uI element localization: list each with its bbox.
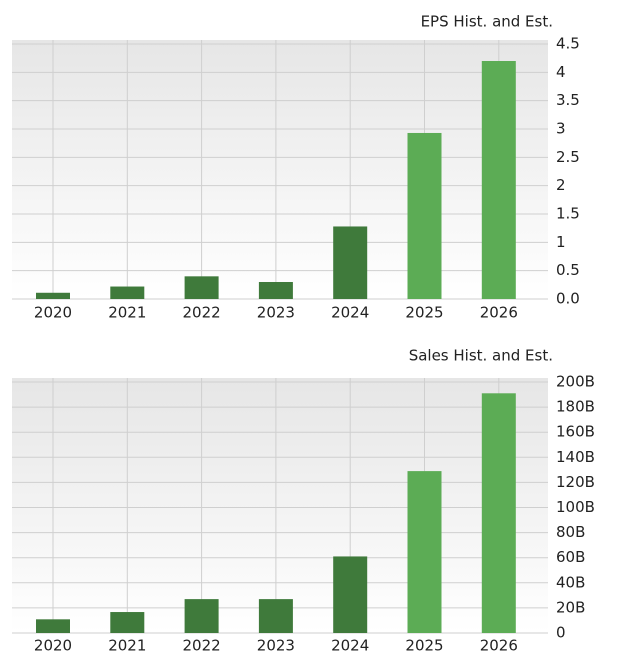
y-tick-label: 4.5 bbox=[556, 35, 580, 53]
y-tick-label: 4 bbox=[556, 63, 566, 81]
y-tick-label: 140B bbox=[556, 448, 595, 466]
bar bbox=[36, 292, 70, 299]
y-tick-label: 3 bbox=[556, 120, 566, 138]
y-tick-label: 180B bbox=[556, 398, 595, 416]
bar bbox=[407, 132, 442, 299]
chart-title: Sales Hist. and Est. bbox=[409, 347, 553, 365]
y-tick-label: 100B bbox=[556, 498, 595, 516]
y-tick-label: 2 bbox=[556, 176, 566, 194]
x-tick-label: 2026 bbox=[480, 637, 518, 655]
x-tick-label: 2022 bbox=[183, 304, 221, 322]
y-tick-label: 1 bbox=[556, 233, 566, 251]
y-tick-label: 0 bbox=[556, 624, 566, 642]
y-tick-label: 60B bbox=[556, 548, 585, 566]
bar bbox=[481, 61, 516, 299]
plot-area bbox=[12, 378, 548, 633]
y-tick-label: 20B bbox=[556, 598, 585, 616]
y-tick-label: 160B bbox=[556, 423, 595, 441]
y-tick-label: 120B bbox=[556, 473, 595, 491]
y-tick-label: 0.0 bbox=[556, 290, 580, 308]
bar bbox=[184, 599, 219, 633]
bar bbox=[36, 619, 70, 633]
x-tick-label: 2022 bbox=[183, 637, 221, 655]
x-tick-label: 2023 bbox=[257, 637, 295, 655]
bar bbox=[481, 393, 516, 633]
y-tick-label: 0.5 bbox=[556, 261, 580, 279]
y-tick-label: 40B bbox=[556, 573, 585, 591]
x-tick-label: 2021 bbox=[108, 304, 146, 322]
x-tick-label: 2026 bbox=[480, 304, 518, 322]
x-tick-label: 2025 bbox=[405, 304, 443, 322]
bar bbox=[258, 282, 293, 299]
bar bbox=[407, 471, 442, 633]
x-tick-label: 2020 bbox=[34, 637, 72, 655]
x-tick-label: 2021 bbox=[108, 637, 146, 655]
x-tick-label: 2023 bbox=[257, 304, 295, 322]
chart-title: EPS Hist. and Est. bbox=[421, 13, 553, 31]
plot-area bbox=[12, 40, 548, 299]
bar bbox=[333, 226, 368, 299]
y-tick-label: 200B bbox=[556, 373, 595, 391]
bar bbox=[258, 599, 293, 633]
y-tick-label: 80B bbox=[556, 523, 585, 541]
x-tick-label: 2024 bbox=[331, 304, 369, 322]
bar bbox=[184, 276, 219, 299]
bar bbox=[333, 556, 368, 633]
bar bbox=[110, 612, 145, 633]
x-tick-label: 2024 bbox=[331, 637, 369, 655]
x-tick-label: 2020 bbox=[34, 304, 72, 322]
bar bbox=[110, 286, 145, 299]
x-tick-label: 2025 bbox=[405, 637, 443, 655]
y-tick-label: 1.5 bbox=[556, 205, 580, 223]
y-tick-label: 3.5 bbox=[556, 91, 580, 109]
y-tick-label: 2.5 bbox=[556, 148, 580, 166]
